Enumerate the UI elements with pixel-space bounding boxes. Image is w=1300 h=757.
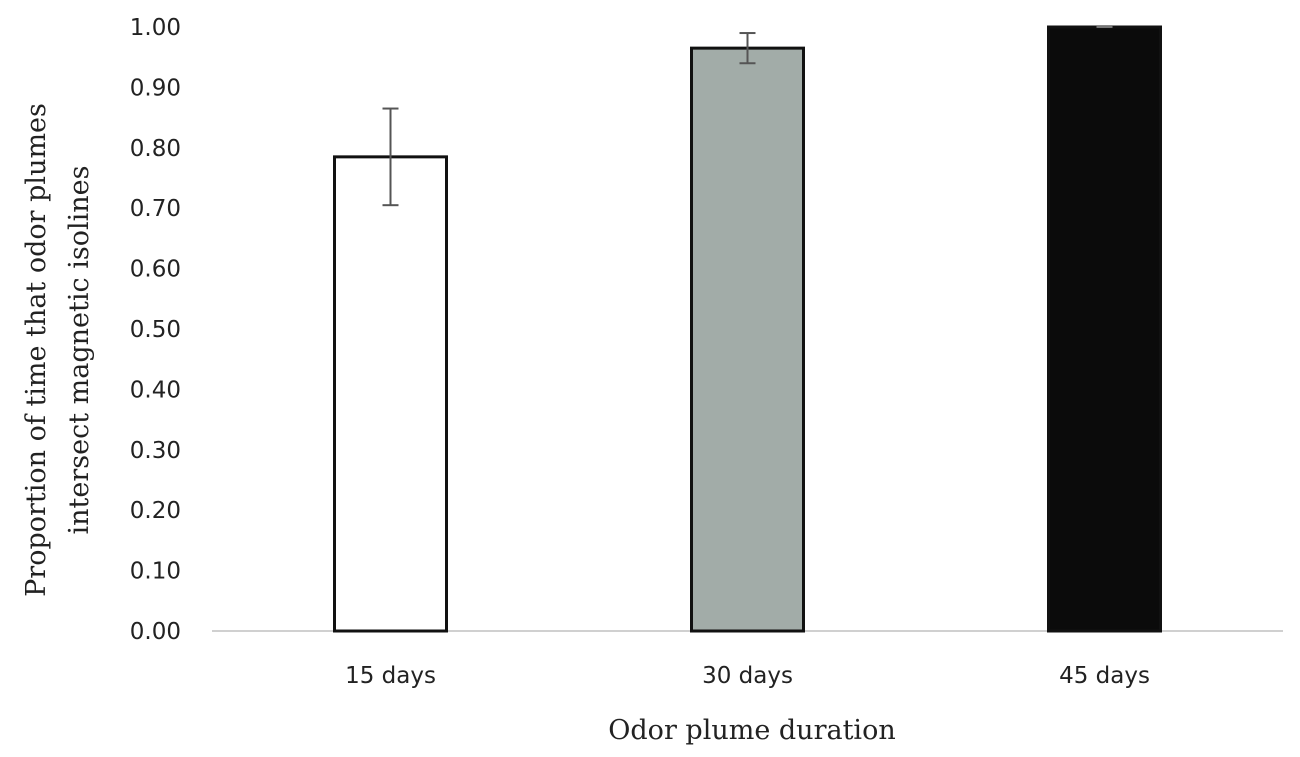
y-tick-label: 0.70 — [130, 196, 181, 222]
y-axis-ticks: 0.00 0.10 0.20 0.30 0.40 0.50 0.60 0.70 0.80 0.90… — [130, 15, 181, 645]
y-tick-label: 0.10 — [130, 559, 181, 585]
y-tick-label: 1.00 — [130, 15, 181, 41]
error-bar — [382, 107, 399, 207]
x-axis-title: Odor plume duration — [608, 715, 895, 746]
y-tick-label: 0.00 — [130, 619, 181, 645]
y-tick-label: 0.20 — [130, 498, 181, 524]
y-tick-label: 0.80 — [130, 136, 181, 162]
y-axis-title: Proportion of time that odor plumes inte… — [21, 103, 95, 597]
y-tick-label: 0.90 — [130, 75, 181, 101]
y-axis-title-line-1: Proportion of time that odor plumes — [21, 103, 52, 597]
x-tick-label: 15 days — [345, 663, 436, 689]
y-tick-label: 0.50 — [130, 317, 181, 343]
y-tick-label: 0.40 — [130, 377, 181, 403]
x-tick-label: 45 days — [1059, 663, 1150, 689]
y-axis-title-line-2: intersect magnetic isolines — [64, 166, 95, 535]
x-axis-ticks: 15 days 30 days 45 days — [345, 663, 1150, 689]
bar — [333, 155, 448, 633]
bar — [1047, 25, 1162, 633]
error-bar — [739, 32, 756, 65]
y-tick-label: 0.30 — [130, 438, 181, 464]
bars — [333, 25, 1162, 633]
x-tick-label: 30 days — [702, 663, 793, 689]
y-tick-label: 0.60 — [130, 257, 181, 283]
bar — [690, 46, 805, 633]
error-bars — [382, 26, 1113, 207]
